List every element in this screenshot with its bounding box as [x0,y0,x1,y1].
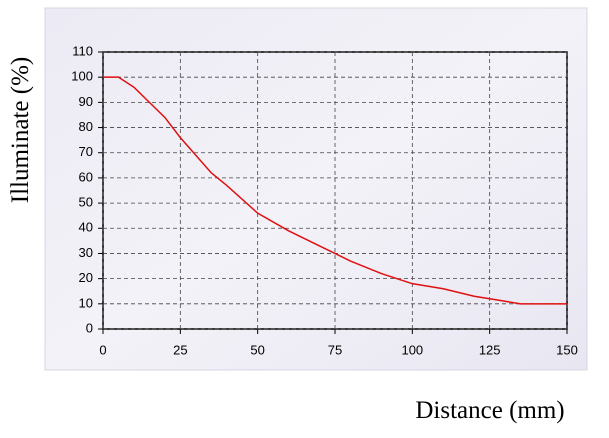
y-tick-label: 110 [72,43,93,58]
y-tick-label: 80 [79,119,93,134]
y-tick-label: 50 [79,195,93,210]
y-tick-label: 0 [86,320,93,335]
y-tick-label: 30 [79,245,93,260]
y-tick-label: 60 [79,169,93,184]
y-tick-label: 90 [79,94,93,109]
x-tick-label: 100 [401,342,423,357]
panel [44,7,588,371]
x-tick-label: 0 [99,342,106,357]
y-tick-label: 20 [79,270,93,285]
y-tick-label: 100 [71,69,93,84]
x-tick-label: 125 [479,342,501,357]
x-axis-title: Distance (mm) [415,397,564,424]
y-tick-label: 40 [79,220,93,235]
x-tick-label: 75 [328,342,342,357]
x-tick-label: 25 [173,342,187,357]
line [103,76,567,305]
x-tick-label: 150 [556,342,578,357]
y-tick-label: 10 [79,295,93,310]
x-tick-label: 50 [250,342,264,357]
y-axis-title: Illuminate (%) [7,57,34,203]
y-tick-label: 70 [79,144,93,159]
